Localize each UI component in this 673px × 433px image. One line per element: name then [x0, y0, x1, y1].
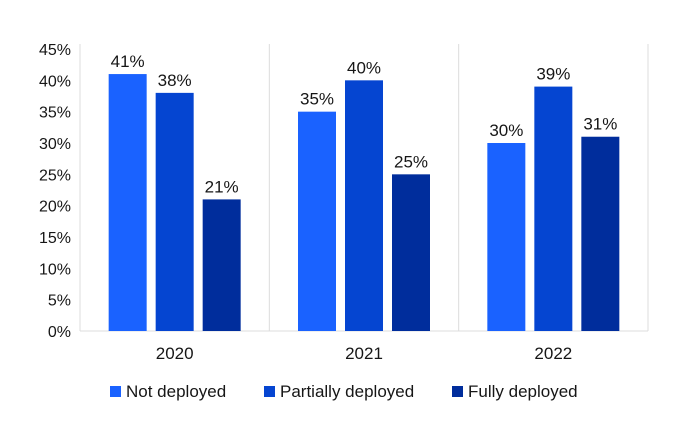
legend-swatch: [110, 386, 121, 397]
bar: [487, 143, 526, 331]
bar: [345, 80, 383, 331]
y-tick-label: 5%: [48, 293, 71, 310]
y-tick-label: 15%: [39, 230, 71, 247]
legend-label: Not deployed: [126, 382, 226, 401]
y-tick-label: 0%: [48, 324, 71, 341]
data-label: 41%: [111, 52, 145, 71]
data-label: 21%: [205, 177, 239, 196]
y-tick-label: 25%: [39, 167, 71, 184]
x-tick-label: 2020: [156, 344, 194, 363]
legend-label: Partially deployed: [280, 382, 414, 401]
data-label: 35%: [300, 90, 334, 109]
data-label: 31%: [583, 115, 617, 134]
bar: [298, 111, 336, 332]
bar: [155, 92, 194, 331]
y-tick-label: 30%: [39, 136, 71, 153]
bar: [581, 136, 620, 331]
data-label: 40%: [347, 58, 381, 77]
bar: [534, 86, 573, 331]
bar: [108, 74, 147, 332]
y-tick-label: 35%: [39, 105, 71, 122]
data-label: 25%: [394, 152, 428, 171]
y-tick-label: 20%: [39, 199, 71, 216]
x-tick-label: 2021: [345, 344, 383, 363]
y-tick-label: 10%: [39, 261, 71, 278]
data-label: 39%: [536, 65, 570, 84]
y-tick-label: 40%: [39, 73, 71, 90]
data-label: 30%: [489, 121, 523, 140]
legend-label: Fully deployed: [468, 382, 578, 401]
legend-swatch: [264, 386, 275, 397]
y-tick-label: 45%: [39, 42, 71, 59]
x-tick-label: 2022: [534, 344, 572, 363]
legend-swatch: [452, 386, 463, 397]
bar: [392, 174, 430, 331]
bar: [202, 199, 241, 331]
data-label: 38%: [158, 71, 192, 90]
